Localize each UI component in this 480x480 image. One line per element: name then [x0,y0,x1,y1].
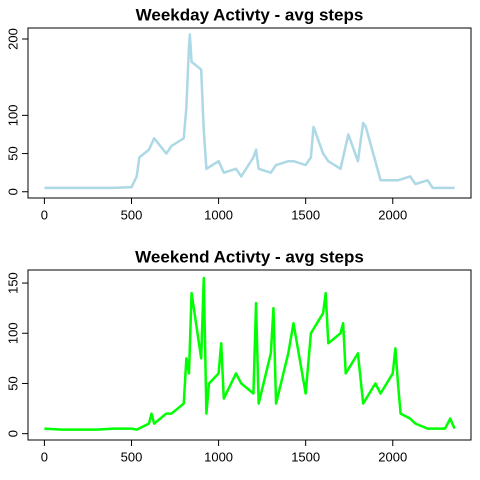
y-tick-label: 50 [5,146,20,160]
data-line [44,33,455,190]
y-tick-label: 100 [5,105,20,127]
x-tick-label: 1000 [204,207,233,222]
x-tick-label: 0 [41,449,48,464]
x-tick-label: 1000 [204,449,233,464]
y-tick-label: 0 [5,430,20,437]
plot-frame [27,27,472,199]
chart-title: Weekend Activty - avg steps [135,247,364,266]
plot-frame [27,269,472,441]
y-tick-label: 0 [5,188,20,195]
y-tick-label: 150 [5,272,20,294]
x-tick-label: 2000 [378,449,407,464]
data-line [44,276,456,431]
y-tick-label: 50 [5,376,20,390]
x-tick-label: 500 [121,207,143,222]
y-tick-label: 200 [5,28,20,50]
y-tick-label: 100 [5,322,20,344]
x-tick-label: 1500 [291,449,320,464]
x-tick-label: 1500 [291,207,320,222]
chart-title: Weekday Activty - avg steps [136,5,364,24]
x-tick-label: 500 [121,449,143,464]
x-tick-label: 0 [41,207,48,222]
x-tick-label: 2000 [378,207,407,222]
